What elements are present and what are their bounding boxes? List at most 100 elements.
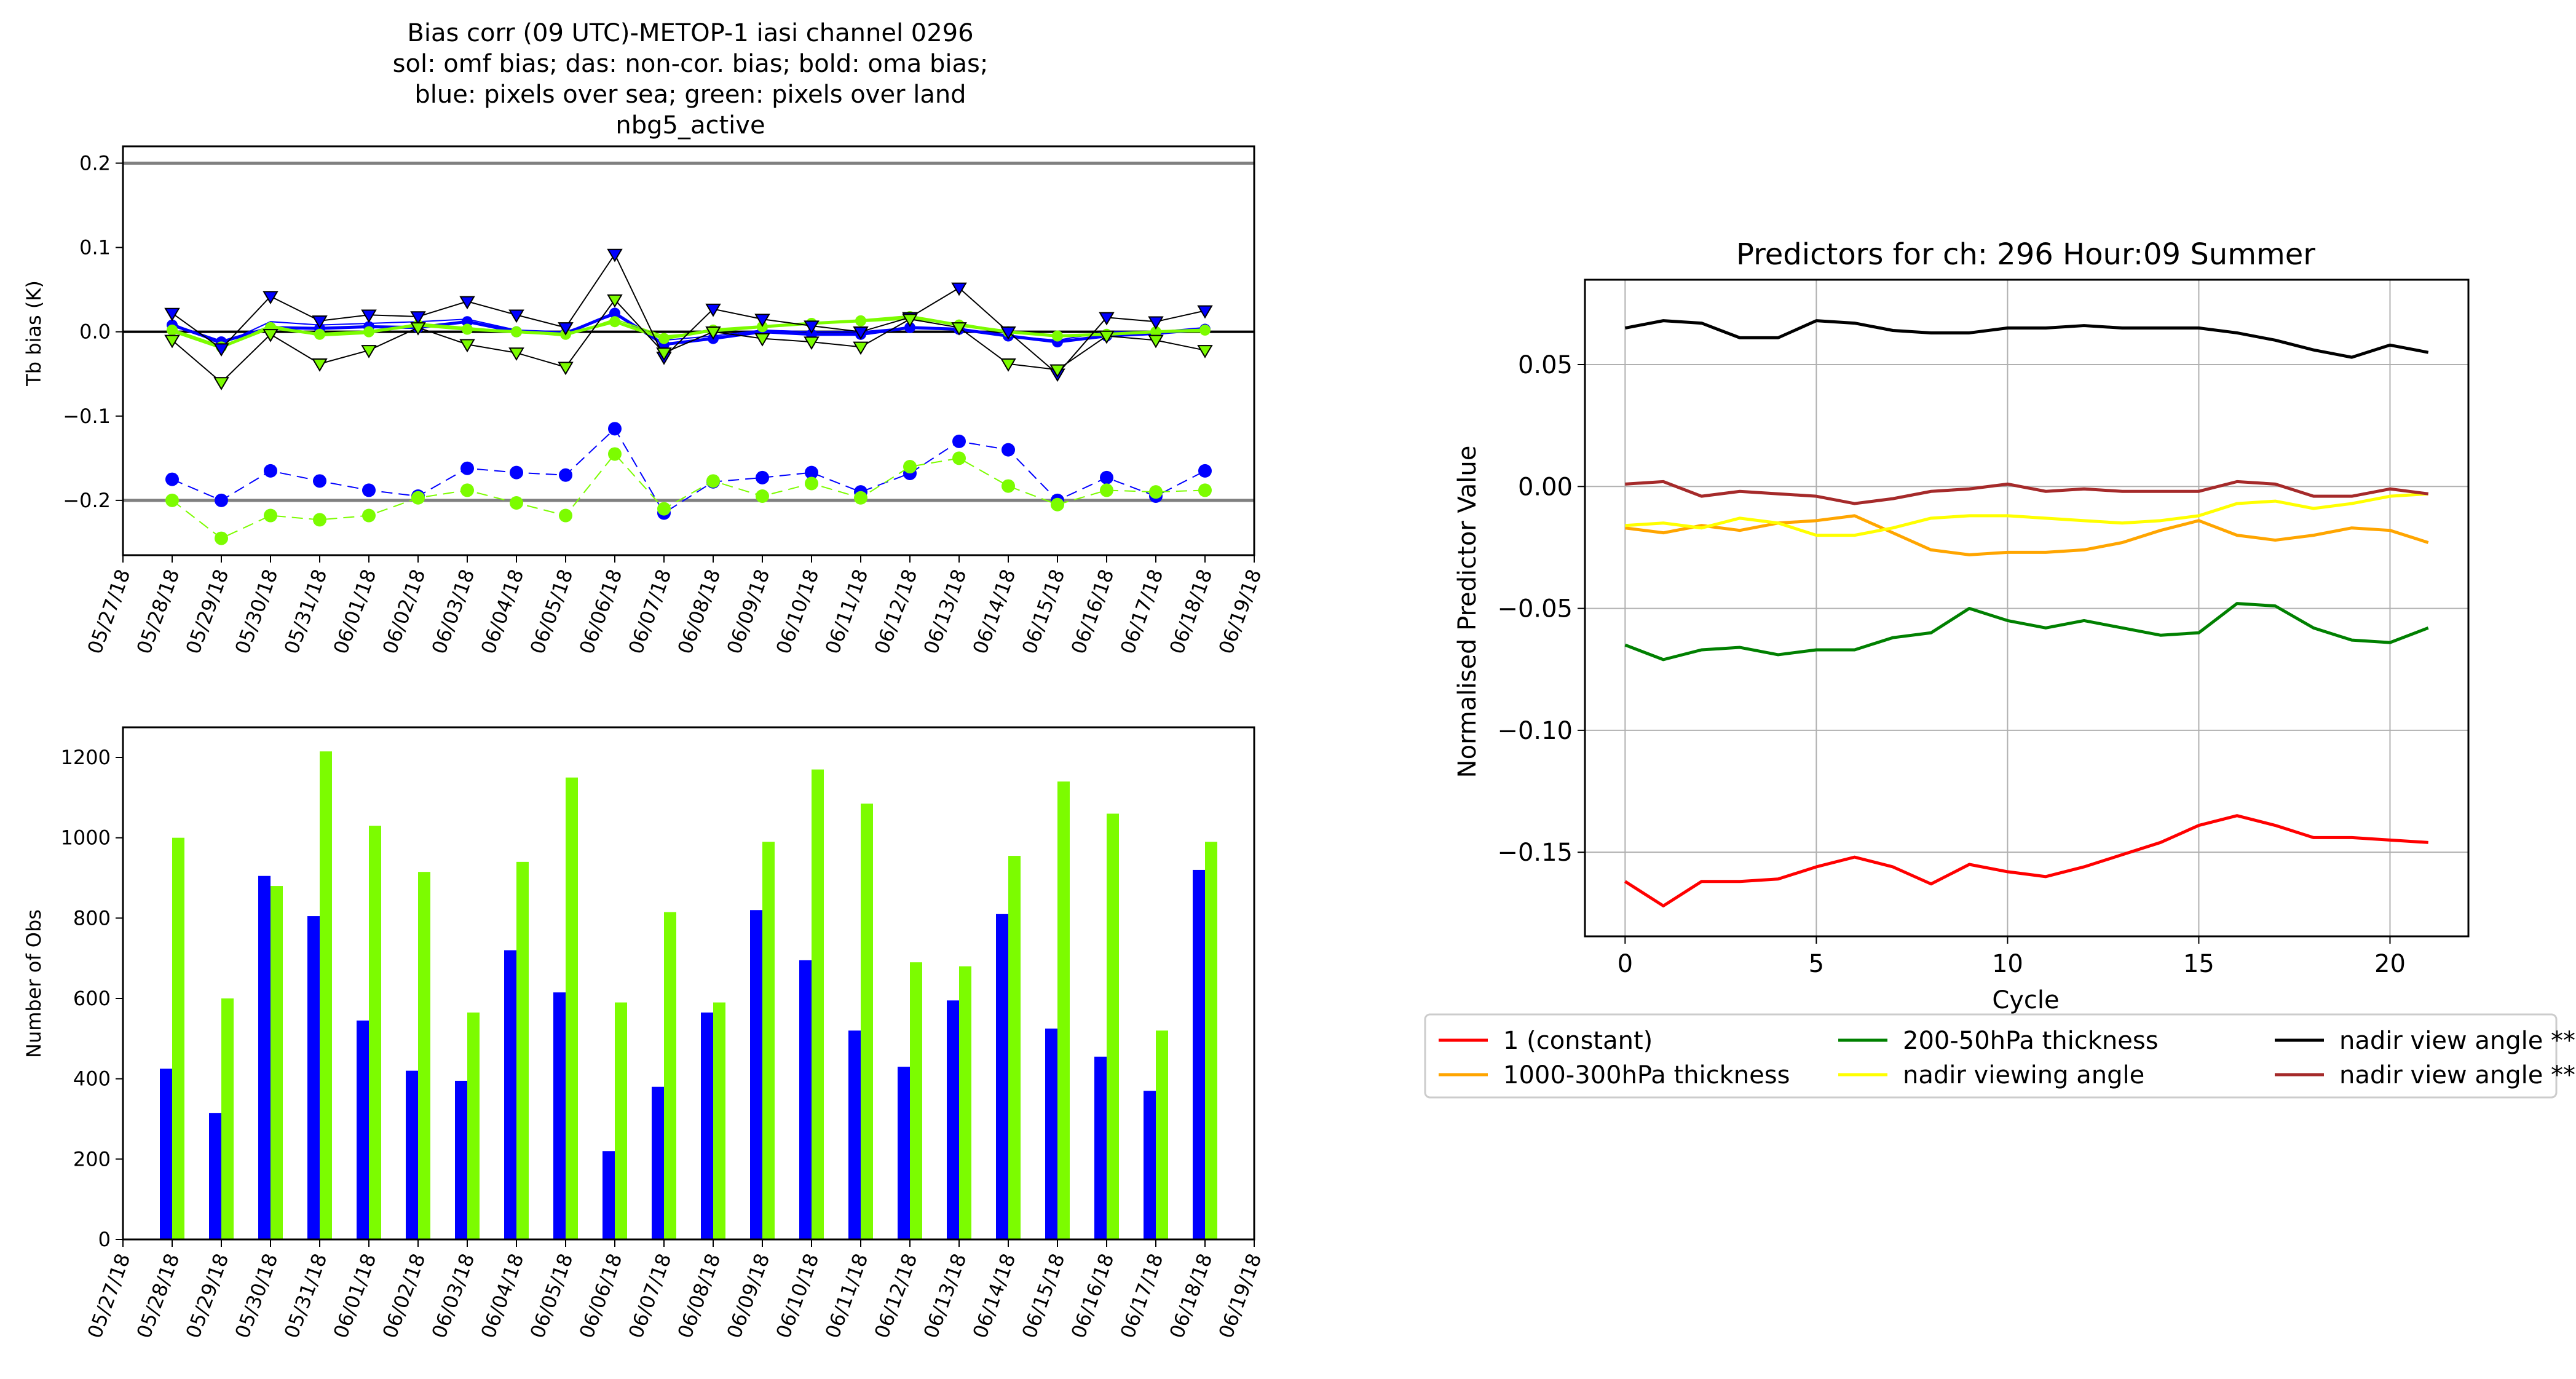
x-tick-label: 06/19/18 <box>1214 1251 1266 1341</box>
data-point <box>264 508 277 523</box>
obs-plot-area <box>160 751 1217 1239</box>
series-line <box>1625 514 2429 556</box>
x-tick-label: 06/11/18 <box>821 1251 873 1341</box>
series-line <box>172 452 1206 539</box>
data-point <box>756 489 769 504</box>
y-tick-label: 800 <box>73 906 111 930</box>
data-point <box>853 341 869 355</box>
bar <box>1045 1029 1057 1239</box>
data-point <box>804 336 820 350</box>
x-tick-label: 06/16/18 <box>1067 566 1119 657</box>
series-line <box>1625 492 2428 537</box>
data-point <box>607 294 623 308</box>
x-tick-label: 10 <box>1992 950 2023 978</box>
bar <box>307 916 320 1239</box>
data-point <box>705 326 721 340</box>
x-tick-label: 06/04/18 <box>476 1251 529 1341</box>
x-tick-label: 06/08/18 <box>673 566 725 657</box>
data-point <box>263 291 279 305</box>
bar <box>1057 781 1070 1239</box>
x-tick-label: 05/27/18 <box>83 566 135 657</box>
bar <box>664 912 676 1239</box>
x-tick-label: 05/30/18 <box>231 566 283 657</box>
data-point <box>1002 479 1015 493</box>
x-tick-label: 06/02/18 <box>378 566 430 657</box>
bar <box>762 842 775 1239</box>
data-point <box>1199 324 1211 336</box>
y-tick-label: −0.2 <box>63 489 111 512</box>
bar <box>566 777 578 1239</box>
data-point <box>312 315 328 329</box>
bar <box>406 1070 418 1239</box>
obs-ylabel: Number of Obs <box>22 909 45 1058</box>
x-tick-label: 06/04/18 <box>476 566 529 657</box>
bar <box>221 998 234 1239</box>
data-point <box>853 326 869 340</box>
data-point <box>363 326 374 338</box>
x-tick-label: 06/08/18 <box>673 1251 725 1341</box>
data-point <box>705 303 721 317</box>
obs-axes-frame <box>122 726 1255 1241</box>
data-point <box>902 314 918 328</box>
legend-label: 200-50hPa thickness <box>1903 1027 2159 1055</box>
x-tick-label: 06/09/18 <box>722 1251 775 1341</box>
data-point <box>361 309 377 323</box>
x-tick-label: 06/01/18 <box>329 1251 381 1341</box>
figure-title: Bias corr (09 UTC)-METOP-1 iasi channel … <box>393 19 989 140</box>
data-point <box>362 483 376 497</box>
data-point <box>313 513 326 527</box>
data-point <box>164 334 180 349</box>
bar <box>271 886 283 1239</box>
x-tick-label: 06/15/18 <box>1017 566 1070 657</box>
data-point <box>215 493 228 507</box>
data-point <box>607 248 623 263</box>
data-point <box>410 311 426 325</box>
y-tick-label: 1200 <box>61 746 111 769</box>
bar <box>713 1002 725 1239</box>
data-point <box>1049 364 1065 378</box>
data-point <box>411 491 425 505</box>
bar <box>898 1067 910 1239</box>
y-tick-label: −0.1 <box>63 405 111 428</box>
data-point <box>657 502 671 516</box>
predictors-legend: 1 (constant) 1000-300hPa thickness 200-50h… <box>1424 1013 2576 1099</box>
data-point <box>1100 470 1113 484</box>
bar <box>504 950 516 1239</box>
x-tick-label: 06/19/18 <box>1214 566 1266 657</box>
data-point <box>855 315 866 326</box>
obs-x-ticks: 05/27/1805/28/1805/29/1805/30/1805/31/18… <box>83 1239 1266 1341</box>
data-point <box>609 307 620 319</box>
data-point <box>1150 326 1161 338</box>
x-tick-label: 06/18/18 <box>1165 566 1217 657</box>
data-point <box>658 333 670 344</box>
bar <box>172 837 184 1239</box>
y-tick-label: 600 <box>73 987 111 1010</box>
title-line: sol: omf bias; das: non-cor. bias; bold:… <box>393 50 989 78</box>
y-tick-label: 0 <box>98 1228 111 1251</box>
title-line: nbg5_active <box>615 111 765 140</box>
y-tick-label: 0.00 <box>1518 473 1573 501</box>
data-point <box>1197 305 1213 319</box>
data-point <box>1198 483 1212 497</box>
legend-label: 1 (constant) <box>1503 1027 1653 1055</box>
data-point <box>410 322 426 336</box>
data-point <box>362 508 376 523</box>
bar <box>799 960 812 1239</box>
series-line <box>172 298 1206 384</box>
y-tick-label: 400 <box>73 1067 111 1091</box>
data-point <box>656 347 672 361</box>
data-point <box>312 358 328 372</box>
data-point <box>558 362 574 376</box>
bar <box>910 962 922 1239</box>
bar <box>1094 1056 1107 1239</box>
data-point <box>164 307 180 322</box>
bar <box>812 769 824 1239</box>
y-tick-label: 200 <box>73 1147 111 1171</box>
x-tick-label: 06/14/18 <box>968 1251 1021 1341</box>
x-tick-label: 05/31/18 <box>280 1251 332 1341</box>
data-point <box>754 333 770 347</box>
bar <box>369 826 381 1239</box>
data-point <box>462 323 473 335</box>
bar <box>603 1151 615 1239</box>
x-tick-label: 06/06/18 <box>575 1251 627 1341</box>
